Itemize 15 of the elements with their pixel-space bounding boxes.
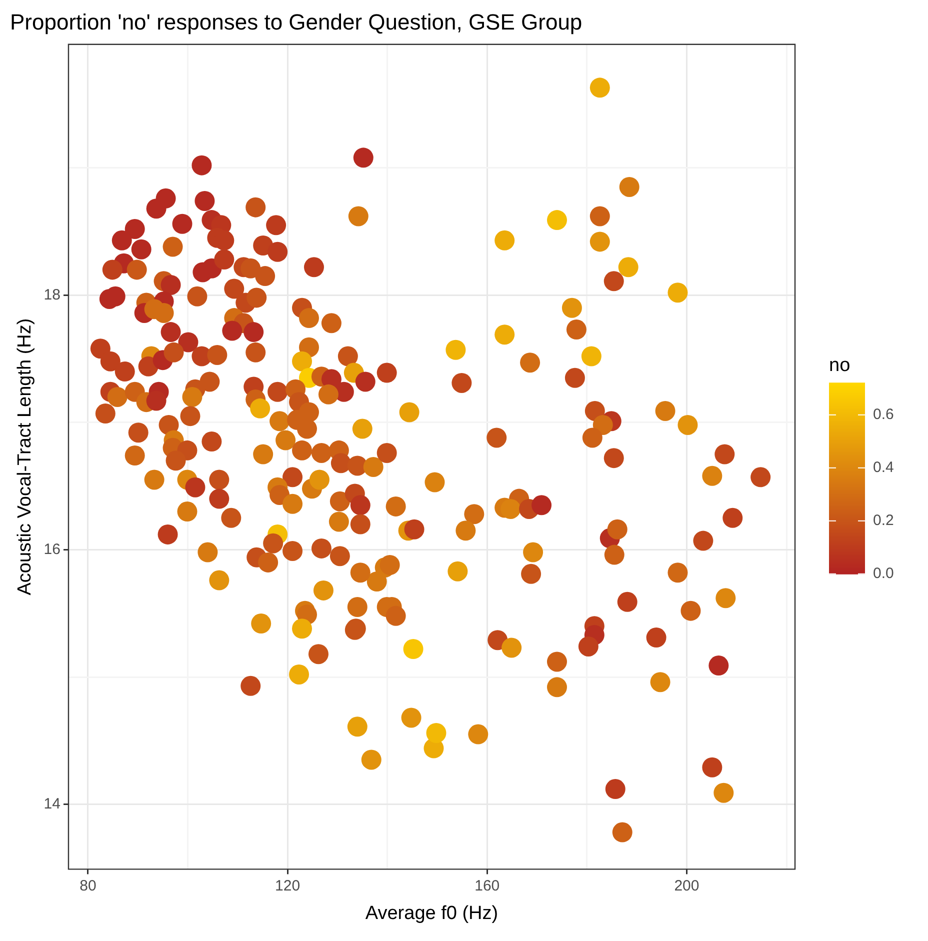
color-bar-label: 0.6 [873,406,894,424]
x-tick-label: 200 [674,877,700,894]
color-bar-label: 0.0 [873,565,894,582]
y-tick-label: 14 [44,795,60,812]
chart-title: Proportion 'no' responses to Gender Question, GSE Group [10,9,582,34]
y-tick-label: 16 [44,540,60,558]
x-tick-label: 160 [474,877,500,894]
x-tick-label: 80 [80,877,96,894]
x-tick-label: 120 [275,877,300,894]
y-tick-label: 18 [44,286,60,304]
color-bar-label: 0.2 [873,512,894,530]
color-bar-title: no [829,355,850,376]
y-axis-title: Acoustic Vocal-Tract Length (Hz) [14,318,36,596]
x-axis-title: Average f0 (Hz) [365,902,498,924]
color-bar-label: 0.4 [873,459,894,476]
